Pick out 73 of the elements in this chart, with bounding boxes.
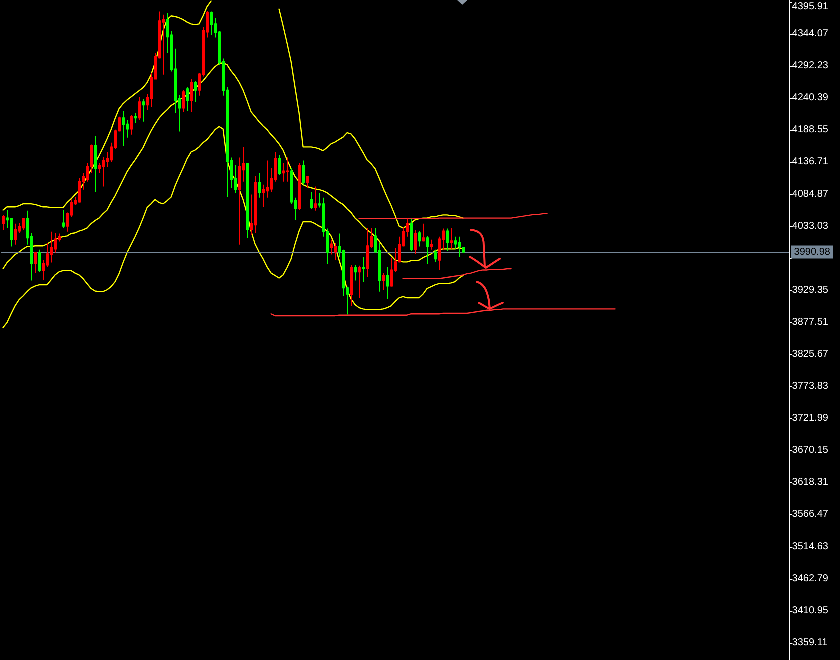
candlestick bbox=[246, 162, 249, 239]
candlestick bbox=[382, 272, 385, 290]
candlestick bbox=[366, 228, 369, 278]
candlestick bbox=[306, 176, 309, 188]
candlestick bbox=[50, 231, 53, 264]
y-tick-label: 3462.79 bbox=[792, 573, 829, 584]
candlestick bbox=[334, 242, 337, 261]
y-tick-label: 4240.39 bbox=[792, 92, 829, 104]
candlestick bbox=[314, 186, 317, 212]
line-series bbox=[402, 268, 512, 280]
y-tick-label: 4188.55 bbox=[792, 124, 829, 136]
y-tick-label: 3410.95 bbox=[792, 605, 829, 616]
candlestick bbox=[298, 162, 301, 211]
candlestick bbox=[426, 236, 429, 265]
y-tick-label: 4136.71 bbox=[792, 156, 829, 168]
candlestick bbox=[446, 228, 449, 252]
candlestick bbox=[362, 256, 365, 282]
candlestick bbox=[210, 11, 213, 36]
candlestick bbox=[122, 110, 125, 146]
candlestick bbox=[22, 218, 25, 231]
candlestick bbox=[386, 266, 389, 300]
candlestick bbox=[358, 265, 361, 299]
line-series bbox=[270, 308, 616, 317]
candlestick bbox=[138, 96, 141, 120]
line-series bbox=[2, 62, 464, 270]
candlestick bbox=[418, 230, 421, 248]
candlestick bbox=[2, 214, 5, 231]
candlestick bbox=[302, 160, 305, 186]
y-tick-label: 3359.11 bbox=[792, 637, 828, 648]
candlestick bbox=[94, 136, 97, 193]
candlestick bbox=[422, 223, 425, 242]
y-tick-label: 4033.03 bbox=[792, 220, 829, 232]
candlestick bbox=[458, 236, 461, 258]
candlestick bbox=[414, 230, 417, 255]
candlestick bbox=[278, 154, 281, 176]
y-tick-label: 3670.15 bbox=[792, 445, 829, 456]
candlestick bbox=[130, 114, 133, 136]
y-tick-label: 3929.35 bbox=[792, 284, 829, 296]
candlestick bbox=[190, 78, 193, 112]
candlestick bbox=[434, 249, 437, 263]
line-series bbox=[2, 126, 464, 328]
y-tick-label: 3514.63 bbox=[792, 541, 829, 552]
candlestick bbox=[34, 252, 37, 274]
candlestick bbox=[410, 218, 413, 252]
y-tick-label: 4084.87 bbox=[792, 188, 829, 200]
candlestick bbox=[254, 176, 257, 234]
y-tick-label: 3825.67 bbox=[792, 349, 829, 360]
y-tick-label: 3877.51 bbox=[792, 316, 829, 328]
candlestick bbox=[354, 264, 357, 282]
candlestick bbox=[258, 172, 261, 198]
candlestick bbox=[14, 223, 17, 246]
candlestick bbox=[430, 239, 433, 250]
candlestick bbox=[286, 157, 289, 182]
candlestick bbox=[462, 246, 465, 254]
candlestick bbox=[62, 210, 65, 229]
y-tick-label: 3721.99 bbox=[792, 413, 829, 424]
ref-line-label: 3990.98 bbox=[794, 246, 831, 258]
y-tick-label: 4292.23 bbox=[792, 60, 829, 72]
candlestick bbox=[350, 264, 353, 307]
y-tick-label: 3566.47 bbox=[792, 509, 829, 520]
candlestick bbox=[162, 14, 165, 76]
candlestick bbox=[142, 98, 145, 122]
candlestick bbox=[182, 90, 185, 112]
candlestick bbox=[134, 112, 137, 124]
candlestick bbox=[450, 228, 453, 250]
candlestick bbox=[38, 249, 41, 273]
candlestick bbox=[186, 86, 189, 112]
y-tick-label: 4344.07 bbox=[792, 28, 829, 40]
y-tick-label: 3618.31 bbox=[792, 477, 829, 488]
candlestick bbox=[310, 192, 313, 210]
candlestick bbox=[194, 80, 197, 103]
y-tick-label: 3773.83 bbox=[792, 381, 829, 392]
y-tick-label: 4395.91 bbox=[792, 1, 829, 12]
